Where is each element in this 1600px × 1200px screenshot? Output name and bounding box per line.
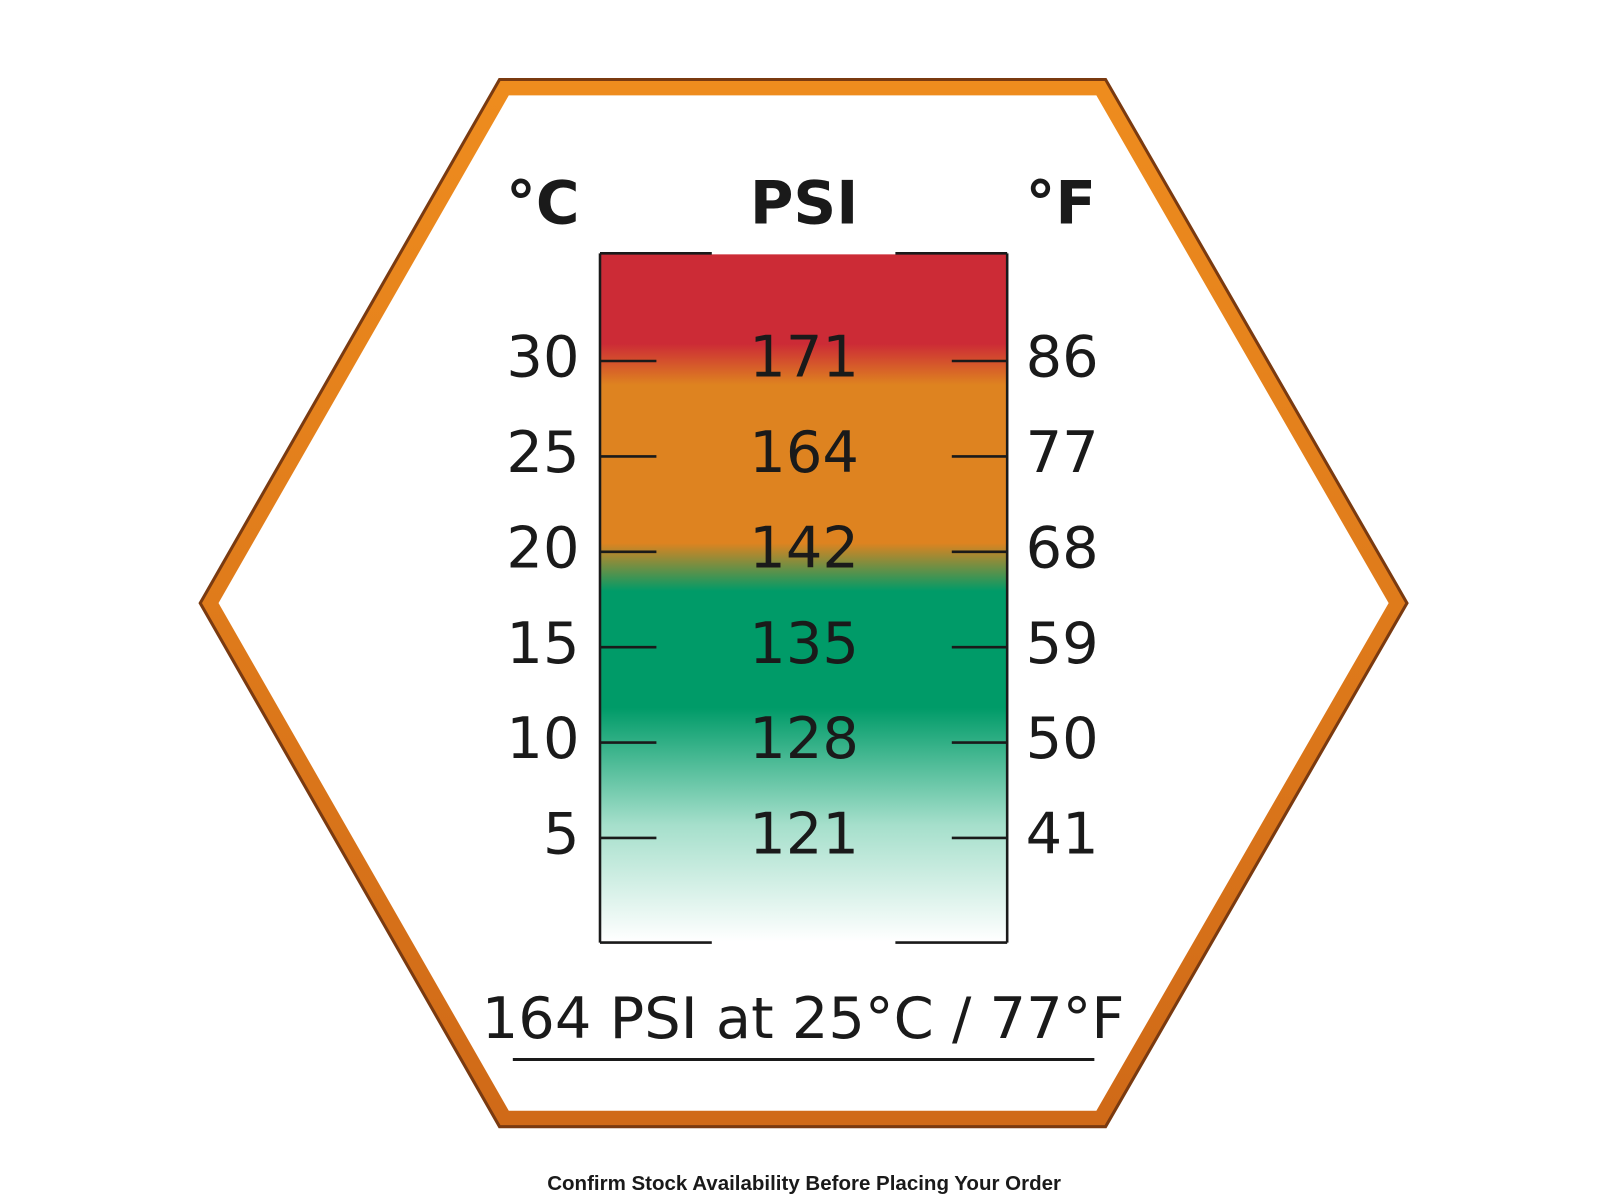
fahrenheit-value: 59 — [1026, 610, 1099, 677]
header-psi: PSI — [750, 169, 859, 238]
celsius-value: 5 — [543, 801, 580, 868]
rows: 30 171 86 25 164 77 20 142 68 15 135 59 10 128 50 5 121 4… — [506, 324, 1098, 868]
fahrenheit-value: 50 — [1026, 705, 1099, 772]
psi-value: 164 — [749, 419, 859, 486]
header-fahrenheit: °F — [1026, 169, 1096, 238]
celsius-value: 30 — [506, 324, 579, 391]
psi-value: 121 — [749, 801, 859, 868]
psi-value: 171 — [749, 324, 859, 391]
celsius-value: 20 — [506, 514, 579, 581]
fahrenheit-value: 68 — [1026, 514, 1099, 581]
celsius-value: 25 — [506, 419, 579, 486]
fahrenheit-value: 86 — [1026, 324, 1099, 391]
psi-value: 135 — [749, 610, 859, 677]
header-celsius: °C — [506, 169, 579, 238]
psi-value: 142 — [749, 514, 859, 581]
gauge-border — [598, 252, 1009, 944]
footer: Confirm Stock Availability Before Placin… — [547, 1172, 1061, 1195]
fahrenheit-value: 41 — [1026, 801, 1099, 868]
celsius-value: 15 — [506, 610, 579, 677]
caption: 164 PSI at 25°C / 77°F — [482, 985, 1125, 1052]
celsius-value: 10 — [506, 705, 579, 772]
psi-value: 128 — [749, 705, 859, 772]
gauge-gradient — [601, 254, 1007, 942]
fahrenheit-value: 77 — [1026, 419, 1099, 486]
